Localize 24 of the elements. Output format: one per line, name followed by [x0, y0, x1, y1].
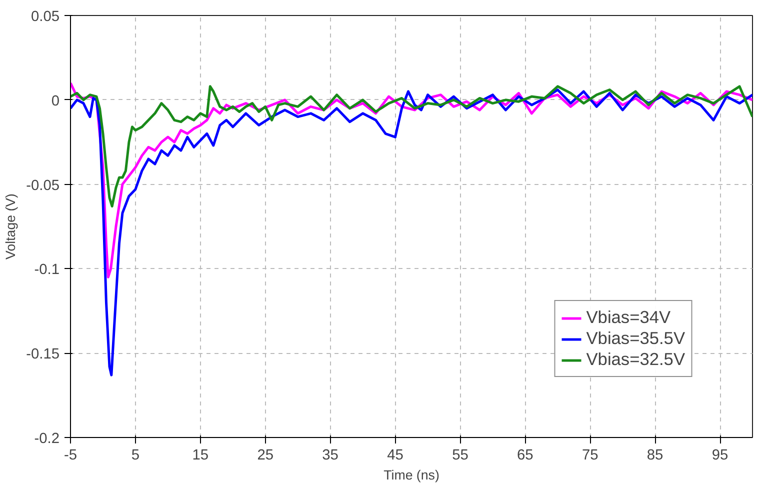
y-tick-label: 0 — [51, 93, 60, 110]
x-tick-label: 85 — [646, 448, 664, 464]
x-tick-label: 45 — [387, 448, 404, 464]
y-tick-label: 0.05 — [30, 9, 60, 25]
legend-label: Vbias=32.5V — [586, 349, 685, 370]
legend-label: Vbias=35.5V — [586, 328, 685, 349]
x-tick-label: 5 — [131, 448, 140, 464]
y-axis-title: Voltage (V) — [3, 194, 18, 260]
x-tick-label: 55 — [452, 448, 468, 464]
x-tick-label: 35 — [322, 448, 338, 464]
y-tick-label: -0.15 — [26, 346, 60, 363]
x-tick-label: 15 — [192, 448, 209, 464]
x-tick-label: 65 — [517, 448, 534, 464]
x-tick-label: -5 — [64, 448, 78, 464]
y-tick-label: -0.2 — [34, 431, 60, 447]
y-tick-label: -0.1 — [34, 262, 60, 278]
x-tick-label: 75 — [582, 448, 598, 464]
x-axis-title: Time (ns) — [384, 468, 440, 482]
y-tick-label: -0.05 — [26, 178, 60, 194]
legend-label: Vbias=34V — [586, 307, 671, 328]
x-tick-label: 25 — [257, 448, 274, 464]
line-series — [70, 85, 752, 208]
x-tick-label: 95 — [712, 448, 728, 464]
line-series — [70, 88, 752, 376]
